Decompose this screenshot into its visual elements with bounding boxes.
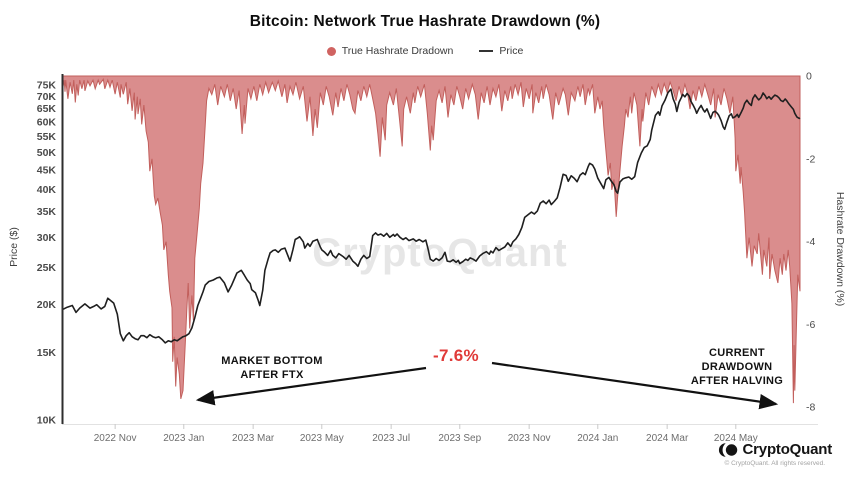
- legend-item-drawdown[interactable]: True Hashrate Dradown: [326, 45, 454, 57]
- svg-text:2023 Mar: 2023 Mar: [232, 433, 275, 444]
- arrow-to-current-drawdown: [491, 361, 779, 410]
- svg-text:2022 Nov: 2022 Nov: [94, 433, 137, 444]
- svg-text:75K: 75K: [37, 79, 57, 91]
- y-left-tick-labels: 10K 15K 20K 25K 30K 35K 40K 45K 50K 55K 60K65K70K7…: [37, 79, 57, 426]
- footer-copyright: © CryptoQuant. All rights reserved.: [724, 460, 826, 467]
- svg-text:70K: 70K: [37, 91, 57, 103]
- annotation-current-line3: AFTER HALVING: [690, 375, 784, 387]
- svg-text:20K: 20K: [37, 299, 57, 311]
- footer-brand-name[interactable]: CryptoQuant: [742, 441, 833, 458]
- svg-text:-6: -6: [806, 319, 815, 331]
- svg-text:-8: -8: [806, 402, 815, 414]
- annotation-market-bottom-line2: AFTER FTX: [240, 369, 304, 381]
- svg-text:50K: 50K: [37, 147, 57, 159]
- svg-text:0: 0: [806, 71, 812, 83]
- watermark: CryptoQuant: [312, 231, 567, 275]
- svg-text:35K: 35K: [37, 206, 57, 218]
- y-right-axis-title: Hashrate Drawdown (%): [834, 192, 846, 306]
- svg-text:55K: 55K: [37, 131, 57, 143]
- svg-text:-2: -2: [806, 153, 815, 165]
- legend-item-price[interactable]: Price: [479, 45, 523, 57]
- legend: True Hashrate Dradown Price: [0, 45, 850, 57]
- svg-text:65K: 65K: [37, 103, 57, 115]
- annotation-drawdown-value: -7.6%: [433, 346, 479, 365]
- svg-text:15K: 15K: [37, 347, 57, 359]
- arrow-to-ftx-bottom: [195, 366, 427, 406]
- x-axis-tick-labels: 2022 Nov 2023 Jan 2023 Mar 2023 May 2023 Jul…: [94, 424, 758, 444]
- svg-text:2024 Jan: 2024 Jan: [577, 433, 618, 444]
- svg-text:45K: 45K: [37, 164, 57, 176]
- svg-text:2023 May: 2023 May: [300, 433, 344, 444]
- price-line-icon: [479, 50, 494, 52]
- svg-text:2023 Jan: 2023 Jan: [163, 433, 204, 444]
- annotation-market-bottom-line1: MARKET BOTTOM: [221, 355, 323, 367]
- svg-text:2023 Sep: 2023 Sep: [438, 433, 481, 444]
- y-right-tick-labels: 0 -2 -4 -6 -8: [806, 71, 815, 414]
- chart-title: Bitcoin: Network True Hashrate Drawdown …: [249, 13, 601, 30]
- annotation-current-drawdown: CURRENT DRAWDOWN AFTER HALVING: [662, 346, 812, 388]
- price-line: [61, 88, 801, 344]
- annotation-current-line2: DRAWDOWN: [701, 361, 773, 373]
- legend-label-price: Price: [499, 45, 524, 57]
- legend-label-drawdown: True Hashrate Dradown: [341, 45, 454, 57]
- svg-text:2024 Mar: 2024 Mar: [646, 433, 689, 444]
- annotation-current-line1: CURRENT: [709, 347, 765, 359]
- drawdown-dot-icon: [326, 46, 336, 56]
- y-left-axis-title: Price ($): [8, 227, 20, 267]
- svg-text:40K: 40K: [37, 184, 57, 196]
- svg-text:25K: 25K: [37, 262, 57, 274]
- cryptoquant-logo-icon: [718, 442, 737, 457]
- svg-text:30K: 30K: [37, 232, 57, 244]
- svg-text:10K: 10K: [37, 415, 57, 427]
- svg-text:60K: 60K: [37, 116, 57, 128]
- annotation-market-bottom: MARKET BOTTOM AFTER FTX: [192, 354, 352, 382]
- hashrate-drawdown-area: [61, 75, 801, 404]
- svg-text:2023 Nov: 2023 Nov: [508, 433, 551, 444]
- footer-brand-block: CryptoQuant © CryptoQuant. All rights re…: [718, 441, 832, 467]
- svg-text:-4: -4: [806, 236, 815, 248]
- svg-text:2023 Jul: 2023 Jul: [372, 433, 410, 444]
- svg-text:2024 May: 2024 May: [714, 433, 758, 444]
